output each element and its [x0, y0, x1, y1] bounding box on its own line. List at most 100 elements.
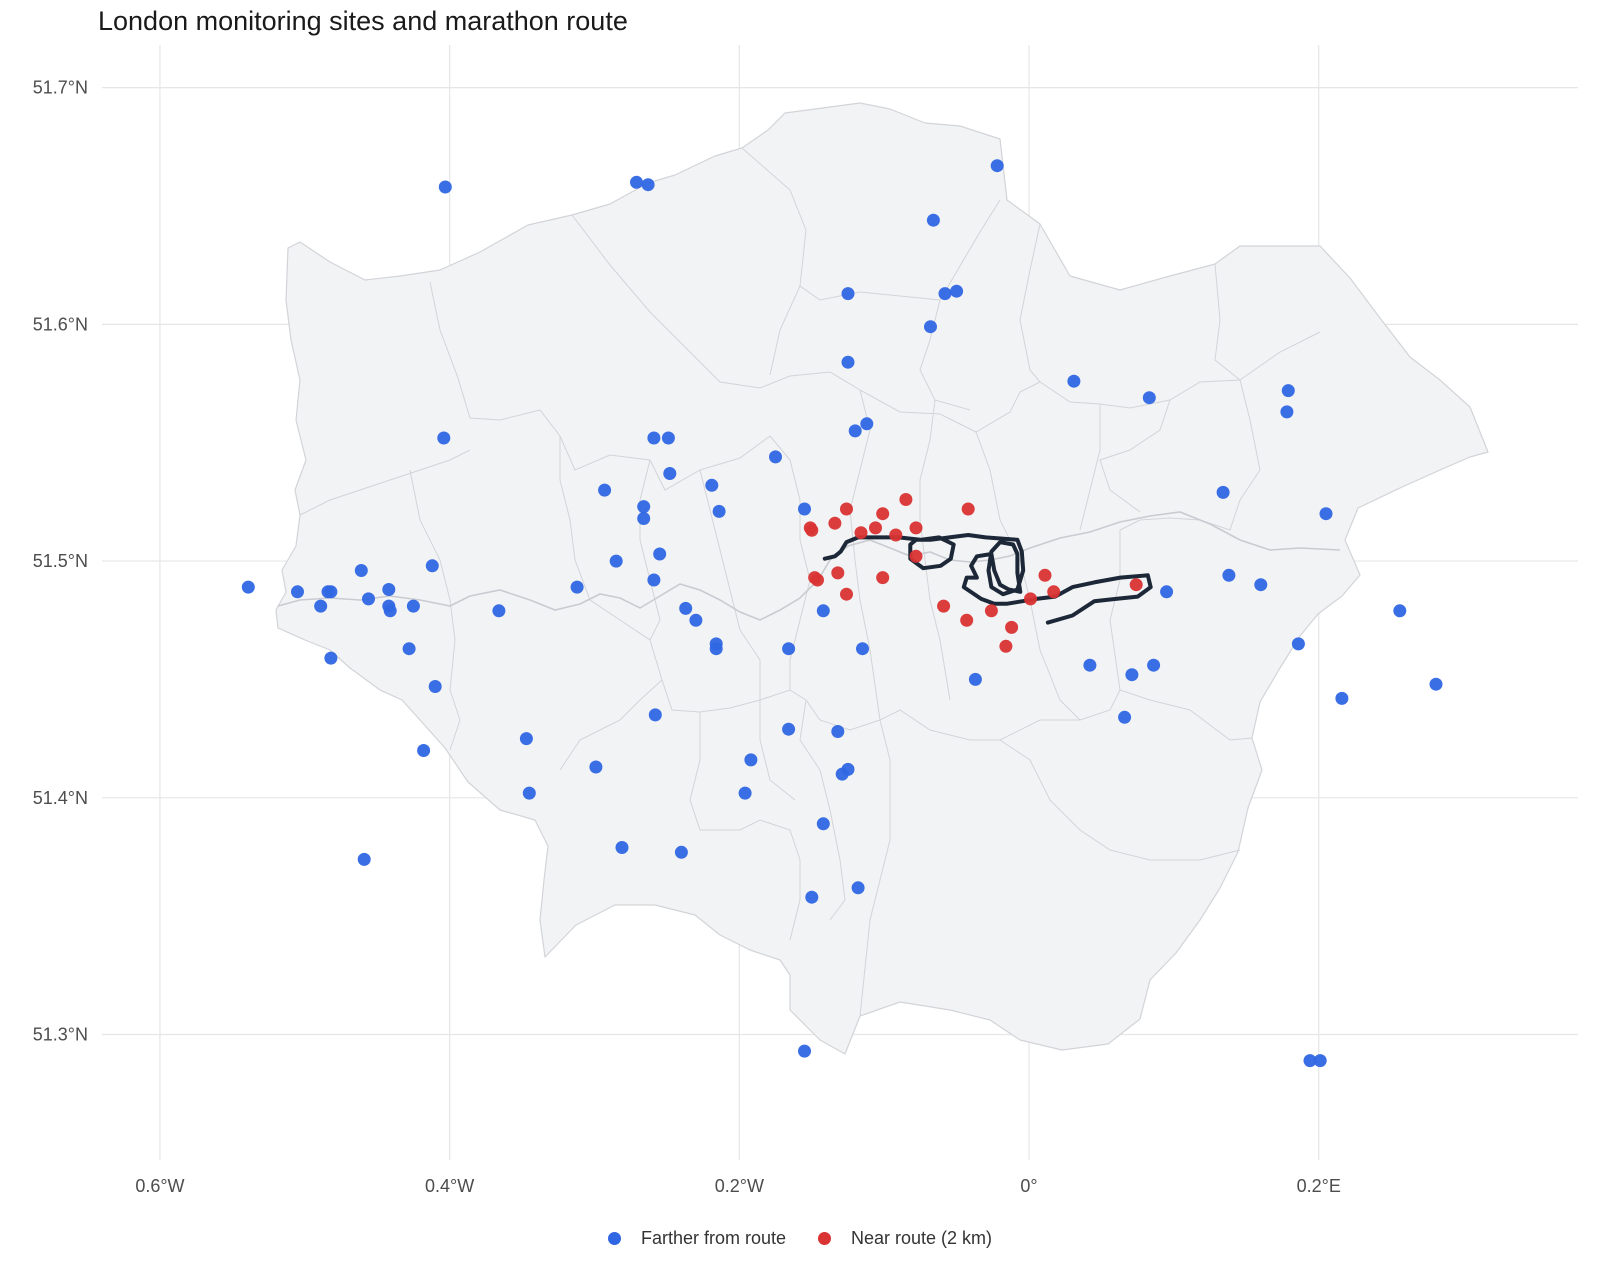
- site-point-near: [909, 549, 923, 563]
- site-point-far: [1429, 677, 1443, 691]
- monitoring-sites: [241, 159, 1443, 1068]
- site-point-far: [1319, 507, 1333, 521]
- site-point-far: [689, 613, 703, 627]
- site-point-far: [1281, 384, 1295, 398]
- site-point-near: [1005, 620, 1019, 634]
- site-point-far: [653, 547, 667, 561]
- site-point-far: [383, 604, 397, 618]
- site-point-near: [854, 526, 868, 540]
- site-point-far: [637, 512, 651, 525]
- x-tick-label: 0.4°W: [425, 1176, 474, 1196]
- site-point-far: [438, 180, 452, 194]
- river-thames: [277, 511, 1341, 621]
- site-point-far: [1254, 578, 1268, 592]
- site-point-near: [1047, 585, 1061, 599]
- site-point-near: [831, 566, 845, 580]
- site-point-far: [816, 817, 830, 831]
- site-point-near: [869, 521, 882, 535]
- x-tick-label: 0.6°W: [135, 1176, 184, 1196]
- x-tick-label: 0.2°W: [715, 1176, 764, 1196]
- axes: 0.6°W 0.4°W 0.2°W 0° 0.2°E 51.3°N 51.4°N 51.5°N…: [33, 78, 1341, 1196]
- site-point-near: [805, 523, 819, 537]
- site-point-far: [522, 786, 536, 800]
- legend-far-label: Farther from route: [640, 1228, 786, 1248]
- site-point-far: [674, 845, 688, 859]
- site-point-far: [354, 564, 368, 577]
- site-point-far: [402, 642, 416, 656]
- site-point-far: [615, 841, 629, 854]
- site-point-far: [848, 424, 862, 438]
- site-point-far: [406, 599, 420, 613]
- site-point-near: [840, 502, 853, 516]
- site-point-near: [999, 639, 1013, 653]
- site-point-far: [1222, 568, 1236, 582]
- y-tick-label: 51.3°N: [33, 1025, 88, 1045]
- site-point-far: [519, 732, 533, 746]
- site-point-far: [1160, 585, 1174, 599]
- x-tick-label: 0.2°E: [1297, 1176, 1341, 1196]
- site-point-far: [382, 583, 396, 596]
- site-point-far: [1067, 374, 1081, 388]
- site-point-far: [744, 753, 758, 767]
- site-point-near: [889, 528, 903, 542]
- site-point-far: [1291, 637, 1305, 651]
- route-line: [822, 533, 1153, 625]
- legend-near-label: Near route (2 km): [851, 1228, 993, 1248]
- site-point-far: [705, 478, 719, 492]
- legend-near-marker: [818, 1232, 831, 1245]
- site-point-near: [1024, 592, 1037, 606]
- site-point-far: [661, 431, 675, 445]
- site-point-far: [598, 483, 612, 497]
- marathon-route: [822, 533, 1153, 625]
- site-point-far: [1142, 391, 1156, 405]
- site-point-near: [899, 493, 913, 506]
- site-point-far: [1216, 485, 1230, 499]
- site-point-far: [926, 213, 940, 227]
- site-point-far: [425, 559, 439, 573]
- site-point-far: [938, 287, 952, 301]
- site-point-far: [570, 580, 584, 594]
- site-point-far: [1125, 668, 1139, 682]
- site-point-far: [769, 450, 782, 464]
- site-point-far: [241, 580, 255, 594]
- site-point-far: [860, 417, 874, 431]
- site-point-far: [362, 592, 375, 606]
- site-point-far: [357, 852, 371, 866]
- site-point-far: [324, 651, 338, 665]
- y-tick-label: 51.6°N: [33, 314, 88, 334]
- site-point-near: [961, 502, 975, 516]
- site-point-near: [876, 571, 890, 585]
- site-point-far: [630, 175, 643, 189]
- site-point-far: [492, 604, 506, 618]
- site-point-near: [937, 599, 951, 613]
- site-point-far: [291, 585, 304, 599]
- site-point-far: [1083, 658, 1097, 672]
- site-point-near: [876, 507, 890, 521]
- legend-item-near: Near route (2 km): [818, 1228, 992, 1249]
- site-point-far: [841, 287, 855, 301]
- site-point-far: [782, 722, 796, 736]
- site-point-far: [816, 604, 830, 618]
- site-point-far: [1335, 691, 1349, 705]
- site-point-far: [1393, 604, 1407, 618]
- legend-far-marker: [607, 1232, 621, 1245]
- site-point-far: [798, 502, 811, 516]
- y-tick-label: 51.7°N: [33, 78, 88, 98]
- site-point-far: [637, 500, 651, 514]
- site-point-far: [589, 760, 603, 774]
- site-point-far: [609, 554, 623, 568]
- site-point-far: [805, 890, 819, 904]
- site-point-near: [909, 521, 923, 535]
- site-point-far: [709, 642, 723, 656]
- site-point-far: [1303, 1054, 1317, 1068]
- chart-title: London monitoring sites and marathon rou…: [98, 6, 628, 36]
- legend: Farther from route Near route (2 km): [0, 1228, 1600, 1249]
- site-point-far: [738, 786, 752, 800]
- site-point-far: [417, 744, 431, 757]
- site-point-far: [641, 178, 655, 192]
- site-point-far: [712, 504, 726, 518]
- site-point-near: [984, 604, 998, 618]
- y-tick-label: 51.4°N: [33, 788, 88, 808]
- site-point-far: [831, 725, 845, 738]
- site-point-far: [1280, 405, 1294, 419]
